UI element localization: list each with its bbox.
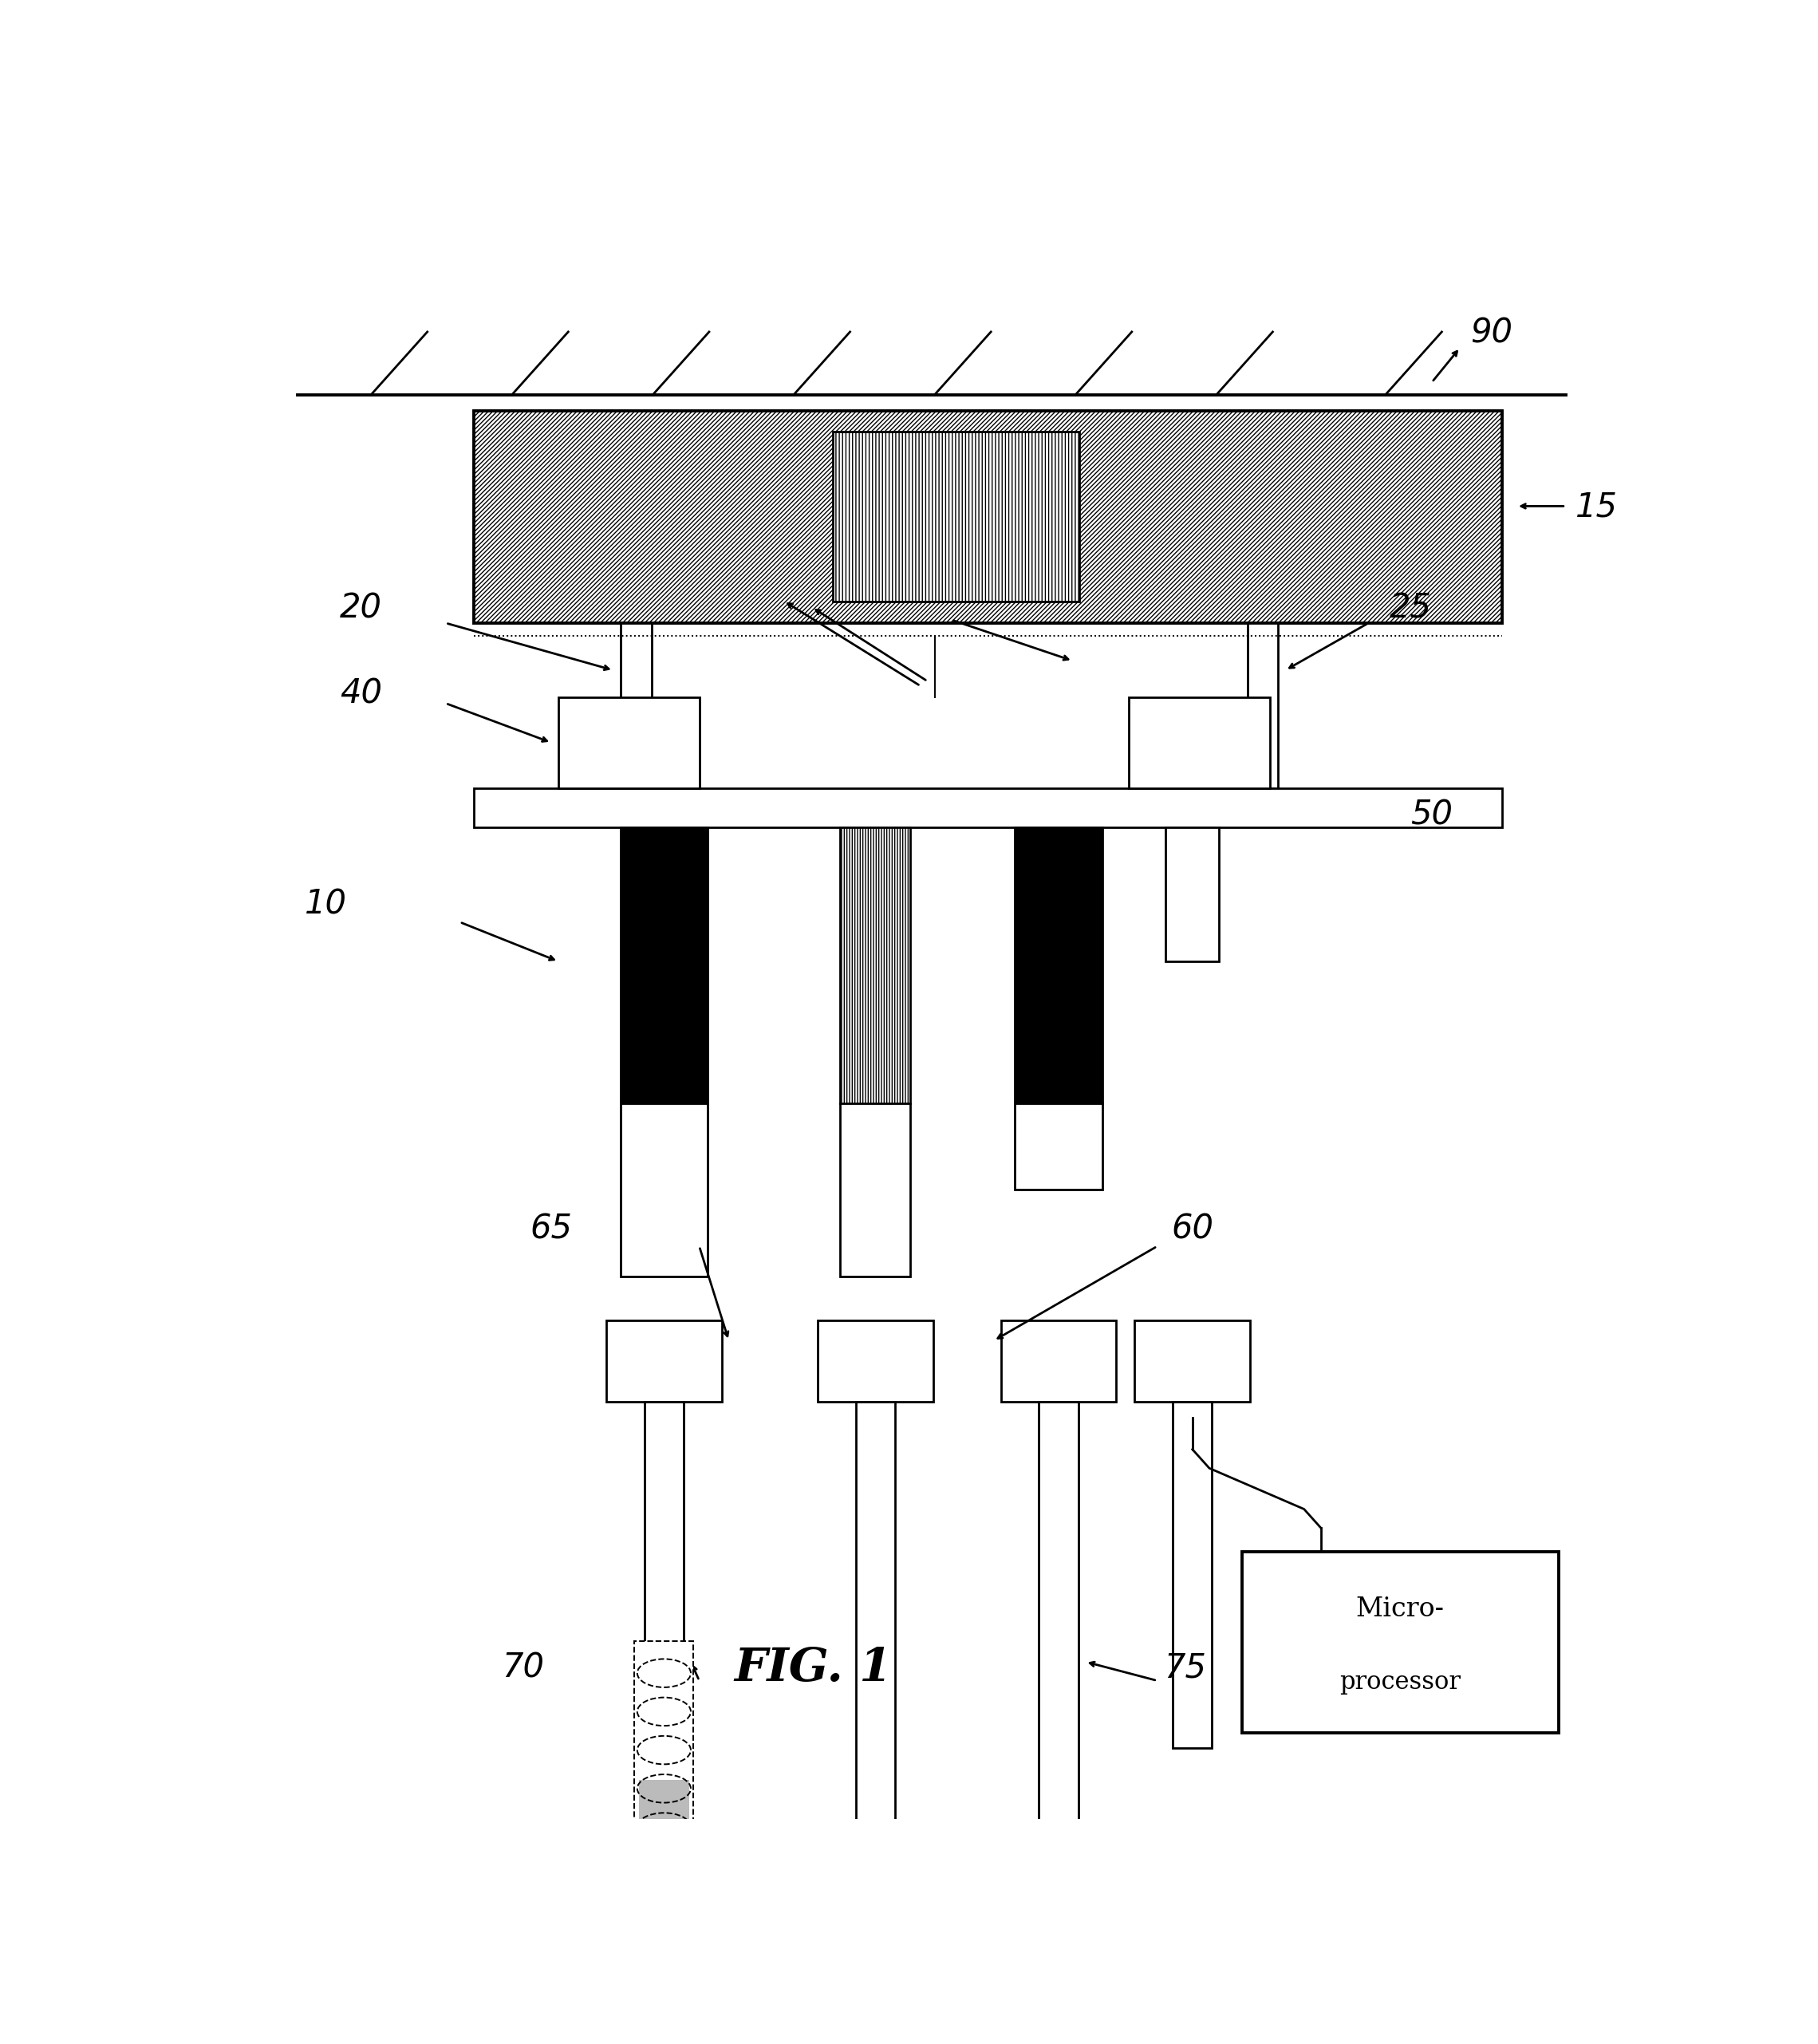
Bar xyxy=(620,828,707,1104)
Text: 20: 20 xyxy=(340,593,382,625)
Bar xyxy=(620,623,651,789)
Bar xyxy=(1129,697,1269,789)
Bar xyxy=(1242,1551,1558,1733)
Bar xyxy=(605,1320,722,1402)
Text: 25: 25 xyxy=(1389,593,1433,625)
Bar xyxy=(840,1104,911,1275)
Bar xyxy=(644,1402,684,1874)
Bar xyxy=(840,828,911,1104)
Bar xyxy=(620,1104,707,1275)
Bar xyxy=(856,1402,894,1874)
Text: processor: processor xyxy=(1340,1670,1462,1694)
Bar xyxy=(1165,828,1220,961)
Text: 15: 15 xyxy=(1576,491,1618,523)
Bar xyxy=(638,1780,689,1844)
Bar xyxy=(1038,1402,1078,1874)
Bar xyxy=(634,1641,694,1846)
Text: 10: 10 xyxy=(305,887,347,922)
Bar xyxy=(833,431,1080,601)
Bar xyxy=(818,1320,933,1402)
Bar xyxy=(1000,1320,1116,1402)
Text: 50: 50 xyxy=(1411,797,1453,832)
Bar xyxy=(558,697,700,789)
Bar xyxy=(1247,623,1278,789)
Bar xyxy=(1014,1104,1102,1190)
Text: 90: 90 xyxy=(1471,317,1513,350)
Bar xyxy=(1014,828,1102,1104)
Text: 70: 70 xyxy=(502,1652,544,1684)
Bar xyxy=(474,789,1502,828)
Bar xyxy=(1134,1320,1251,1402)
Text: Micro-: Micro- xyxy=(1356,1596,1445,1623)
Text: FIG. 1: FIG. 1 xyxy=(734,1645,893,1690)
Bar xyxy=(474,411,1502,623)
Text: 65: 65 xyxy=(531,1212,573,1245)
Text: 75: 75 xyxy=(1164,1652,1207,1684)
Text: 60: 60 xyxy=(1171,1212,1214,1245)
Text: 40: 40 xyxy=(340,677,382,711)
Bar xyxy=(1173,1402,1213,1748)
